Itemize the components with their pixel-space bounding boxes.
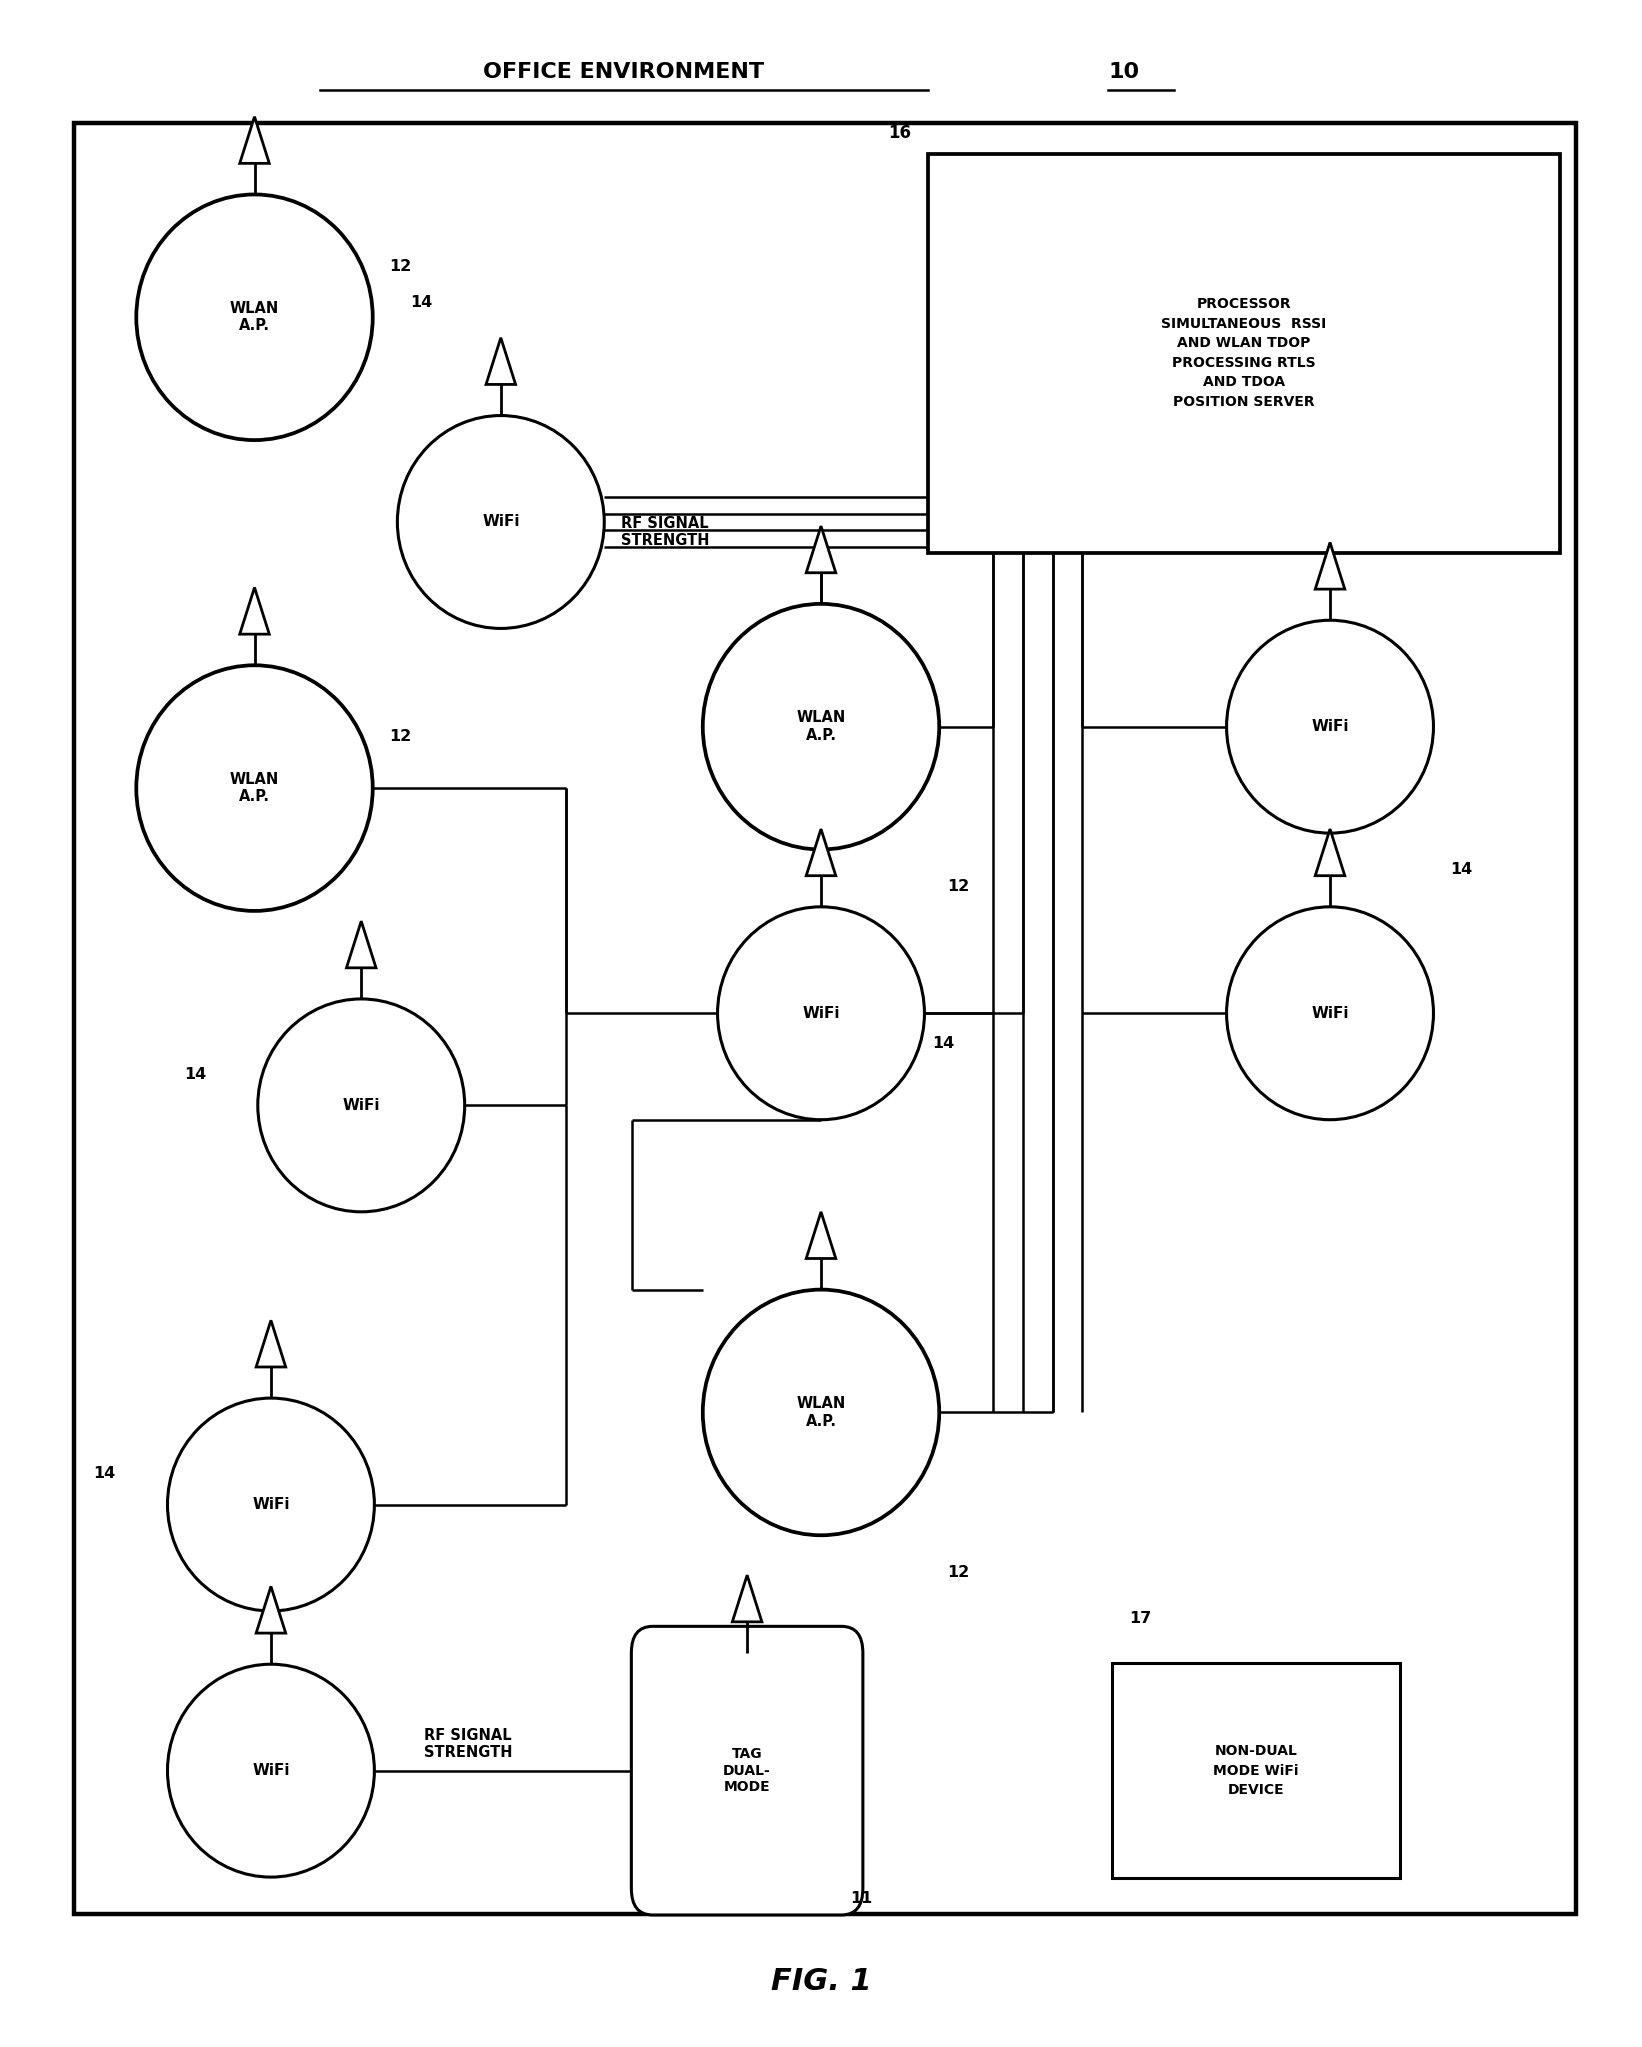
Ellipse shape <box>1227 907 1433 1120</box>
Polygon shape <box>806 526 836 573</box>
Text: 12: 12 <box>389 258 412 274</box>
Ellipse shape <box>258 999 465 1212</box>
Text: WiFi: WiFi <box>253 1762 289 1779</box>
Text: TAG
DUAL-
MODE: TAG DUAL- MODE <box>722 1748 772 1793</box>
Text: WLAN
A.P.: WLAN A.P. <box>230 772 279 804</box>
Text: WiFi: WiFi <box>1312 1005 1348 1021</box>
Polygon shape <box>1315 542 1345 590</box>
Text: 12: 12 <box>947 1564 970 1580</box>
Ellipse shape <box>1227 620 1433 833</box>
Polygon shape <box>806 829 836 876</box>
Text: WiFi: WiFi <box>253 1496 289 1513</box>
Polygon shape <box>240 117 269 164</box>
Text: 10: 10 <box>1108 61 1140 82</box>
Text: 17: 17 <box>1130 1611 1151 1625</box>
Bar <box>74 123 1576 1914</box>
Text: 14: 14 <box>1450 862 1473 878</box>
Text: WiFi: WiFi <box>803 1005 839 1021</box>
Polygon shape <box>806 1212 836 1259</box>
FancyBboxPatch shape <box>631 1625 864 1916</box>
Bar <box>1113 1662 1401 1879</box>
Polygon shape <box>486 338 516 385</box>
Polygon shape <box>1315 829 1345 876</box>
Ellipse shape <box>703 1290 939 1535</box>
Ellipse shape <box>136 665 373 911</box>
Polygon shape <box>256 1586 286 1634</box>
Text: WLAN
A.P.: WLAN A.P. <box>796 1396 846 1429</box>
Ellipse shape <box>703 604 939 850</box>
Text: WLAN
A.P.: WLAN A.P. <box>796 710 846 743</box>
Text: 16: 16 <box>888 125 911 141</box>
Text: FIG. 1: FIG. 1 <box>770 1967 872 1996</box>
Text: OFFICE ENVIRONMENT: OFFICE ENVIRONMENT <box>483 61 765 82</box>
Text: 14: 14 <box>94 1466 117 1482</box>
Text: 11: 11 <box>851 1891 872 1906</box>
Bar <box>928 154 1560 553</box>
Text: 14: 14 <box>933 1036 956 1052</box>
Polygon shape <box>240 587 269 635</box>
Ellipse shape <box>136 194 373 440</box>
Text: WiFi: WiFi <box>483 514 519 530</box>
Ellipse shape <box>397 416 604 628</box>
Polygon shape <box>732 1576 762 1621</box>
Text: RF SIGNAL
STRENGTH: RF SIGNAL STRENGTH <box>424 1728 512 1760</box>
Ellipse shape <box>718 907 924 1120</box>
Text: 14: 14 <box>184 1066 207 1083</box>
Text: WiFi: WiFi <box>343 1097 379 1114</box>
Text: 12: 12 <box>947 878 970 895</box>
Text: WLAN
A.P.: WLAN A.P. <box>230 301 279 334</box>
Text: NON-DUAL
MODE WiFi
DEVICE: NON-DUAL MODE WiFi DEVICE <box>1213 1744 1299 1797</box>
Polygon shape <box>346 921 376 968</box>
Ellipse shape <box>167 1398 374 1611</box>
Text: 14: 14 <box>410 295 433 311</box>
Text: 12: 12 <box>389 729 412 745</box>
Ellipse shape <box>167 1664 374 1877</box>
Text: RF SIGNAL
STRENGTH: RF SIGNAL STRENGTH <box>621 516 709 549</box>
Text: PROCESSOR
SIMULTANEOUS  RSSI
AND WLAN TDOP
PROCESSING RTLS
AND TDOA
POSITION SER: PROCESSOR SIMULTANEOUS RSSI AND WLAN TDO… <box>1161 297 1327 409</box>
Text: WiFi: WiFi <box>1312 718 1348 735</box>
Polygon shape <box>256 1320 286 1367</box>
